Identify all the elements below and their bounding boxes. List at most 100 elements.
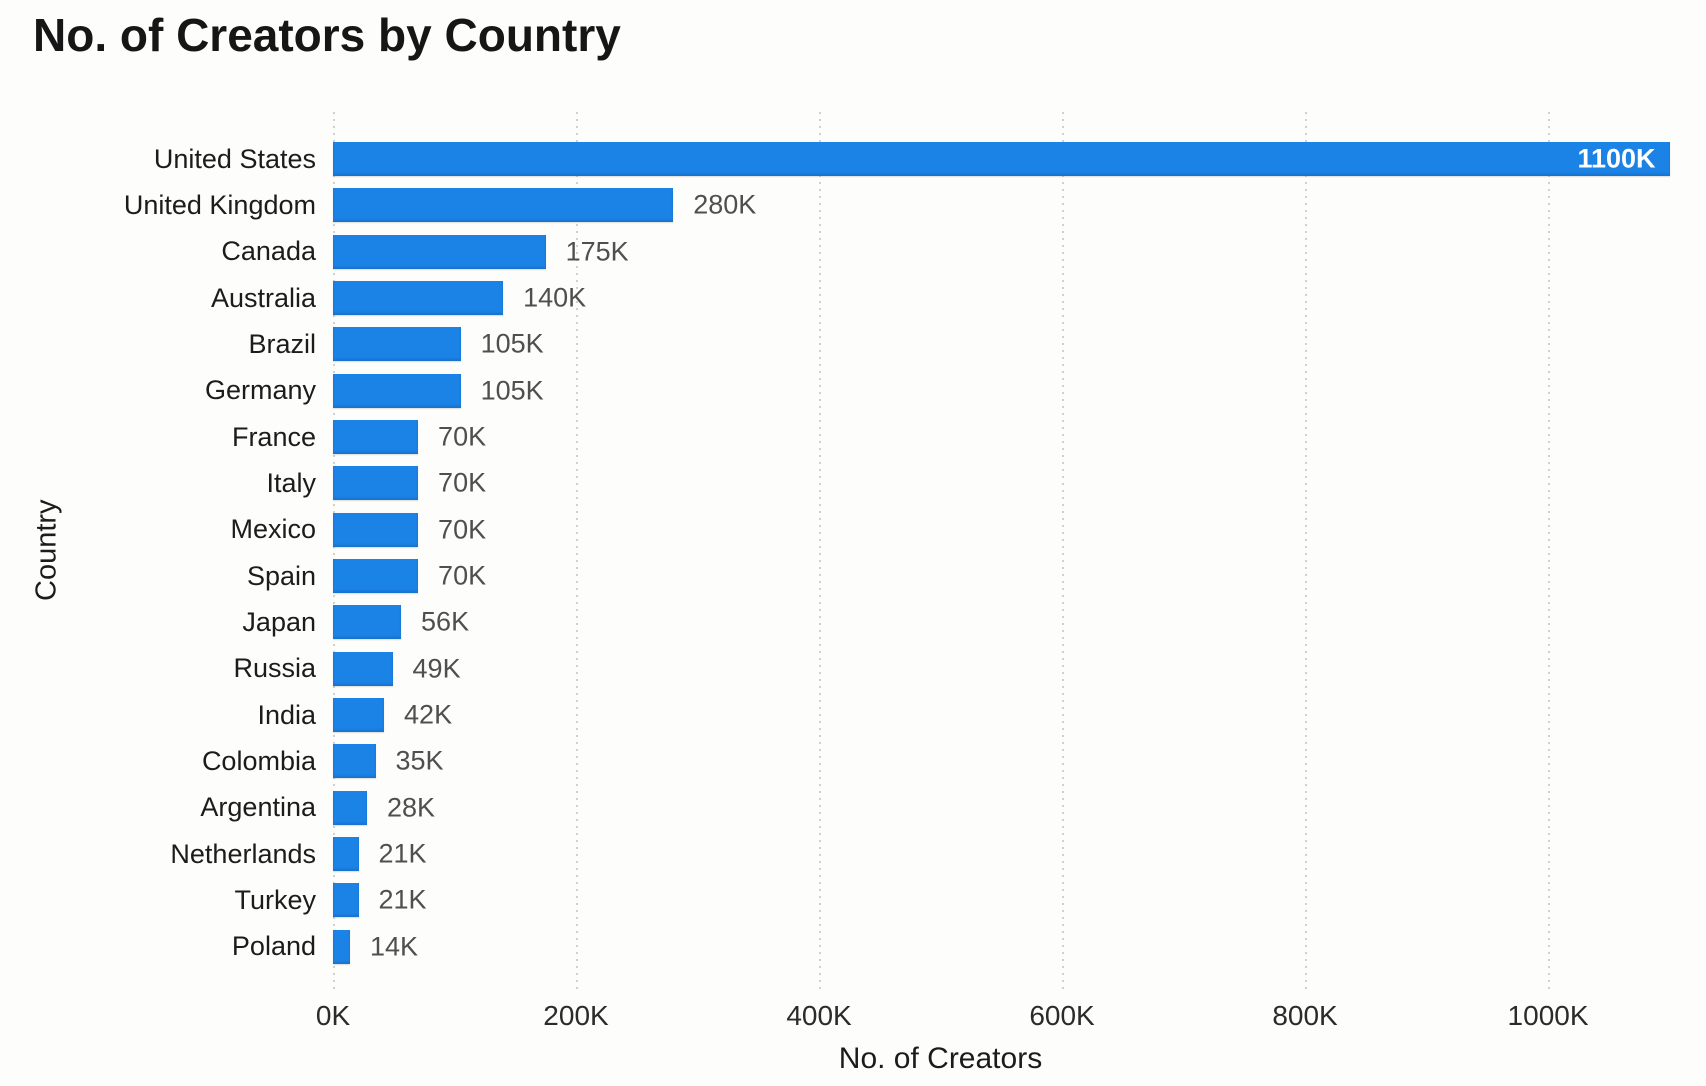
value-label: 42K <box>404 699 453 730</box>
category-label: Canada <box>221 236 316 267</box>
bar-row: Turkey 21K <box>0 877 1706 923</box>
bar-row: Argentina 28K <box>0 785 1706 831</box>
x-tick-label: 400K <box>786 1000 852 1031</box>
bar-track: 35K <box>333 738 1706 784</box>
category-label: India <box>257 699 316 730</box>
bar-track: 1100K <box>333 136 1706 182</box>
bar-row: Mexico 70K <box>0 507 1706 553</box>
category-label: Japan <box>242 606 316 637</box>
bar-track: 21K <box>333 831 1706 877</box>
value-label: 21K <box>378 838 427 869</box>
x-axis-ticks: 0K 200K 400K 600K 800K 1000K <box>316 1000 1706 1034</box>
x-tick-label: 1000K <box>1507 1000 1589 1031</box>
x-tick-label: 200K <box>543 1000 609 1031</box>
chart-title: No. of Creators by Country <box>33 9 621 61</box>
bar-track: 175K <box>333 229 1706 275</box>
bar <box>333 234 546 269</box>
category-label: Netherlands <box>170 838 316 869</box>
bar-track: 42K <box>333 692 1706 738</box>
value-label: 14K <box>370 931 419 962</box>
bar <box>333 929 350 964</box>
bar-track: 49K <box>333 646 1706 692</box>
bar-track: 70K <box>333 507 1706 553</box>
bar <box>333 883 359 918</box>
bar-track: 14K <box>333 924 1706 970</box>
bar-row: United States 1100K <box>0 136 1706 182</box>
bar <box>333 512 419 547</box>
value-label: 49K <box>412 653 461 684</box>
category-label: Italy <box>266 467 316 498</box>
category-label: Germany <box>204 375 316 406</box>
bar-rows: United States 1100K United Kingdom 280K Cana… <box>0 136 1706 970</box>
value-label: 56K <box>421 606 470 637</box>
bar <box>333 373 461 408</box>
category-label: Colombia <box>201 745 316 776</box>
bar-row: United Kingdom 280K <box>0 182 1706 228</box>
x-axis-title: No. of Creators <box>838 1042 1043 1075</box>
bar-row: Italy 70K <box>0 460 1706 506</box>
bar-track: 21K <box>333 877 1706 923</box>
y-axis-title: Country <box>30 499 63 601</box>
value-label: 70K <box>438 560 487 591</box>
value-label: 70K <box>438 421 487 452</box>
bar <box>333 327 461 362</box>
bar-row: Netherlands 21K <box>0 831 1706 877</box>
bar <box>333 420 419 455</box>
bar-track: 280K <box>333 182 1706 228</box>
category-label: Argentina <box>200 792 316 823</box>
bar-row: Spain 70K <box>0 553 1706 599</box>
value-label: 175K <box>565 236 629 267</box>
bar-row: India 42K <box>0 692 1706 738</box>
value-label: 70K <box>438 467 487 498</box>
value-label: 140K <box>523 282 587 313</box>
value-label: 105K <box>480 375 544 406</box>
bar-track: 105K <box>333 321 1706 367</box>
bar-row: Australia 140K <box>0 275 1706 321</box>
bar <box>333 744 376 779</box>
category-label: Spain <box>246 560 316 591</box>
bar <box>333 281 504 316</box>
bar-row: Germany 105K <box>0 368 1706 414</box>
value-label: 105K <box>480 328 544 359</box>
bar-track: 105K <box>333 368 1706 414</box>
bar-track: 140K <box>333 275 1706 321</box>
category-label: Mexico <box>230 514 316 545</box>
category-label: United Kingdom <box>123 189 316 220</box>
bar-row: Canada 175K <box>0 229 1706 275</box>
bar: 1100K <box>333 142 1670 177</box>
bar-row: Poland 14K <box>0 924 1706 970</box>
bar-track: 70K <box>333 553 1706 599</box>
value-label: 28K <box>387 792 436 823</box>
bar <box>333 790 368 825</box>
x-tick-label: 600K <box>1029 1000 1095 1031</box>
value-label: 35K <box>395 745 444 776</box>
bar-track: 70K <box>333 460 1706 506</box>
category-label: France <box>231 421 316 452</box>
bar-row: Japan 56K <box>0 599 1706 645</box>
bar-row: France 70K <box>0 414 1706 460</box>
category-label: Brazil <box>248 328 316 359</box>
bar-row: Brazil 105K <box>0 321 1706 367</box>
value-label: 1100K <box>1577 143 1656 174</box>
bar <box>333 698 385 733</box>
value-label: 21K <box>378 884 427 915</box>
bar-row: Colombia 35K <box>0 738 1706 784</box>
bar <box>333 466 419 501</box>
category-label: Turkey <box>234 884 316 915</box>
bar-track: 28K <box>333 785 1706 831</box>
x-tick-label: 800K <box>1272 1000 1338 1031</box>
bar-row: Russia 49K <box>0 646 1706 692</box>
category-label: Russia <box>233 653 316 684</box>
bar <box>333 651 393 686</box>
category-label: Poland <box>231 931 316 962</box>
bar <box>333 559 419 594</box>
value-label: 280K <box>693 189 757 220</box>
bar-track: 70K <box>333 414 1706 460</box>
bar <box>333 837 359 872</box>
category-label: United States <box>153 143 316 174</box>
value-label: 70K <box>438 514 487 545</box>
bar <box>333 605 402 640</box>
bar-track: 56K <box>333 599 1706 645</box>
bar <box>333 188 674 223</box>
